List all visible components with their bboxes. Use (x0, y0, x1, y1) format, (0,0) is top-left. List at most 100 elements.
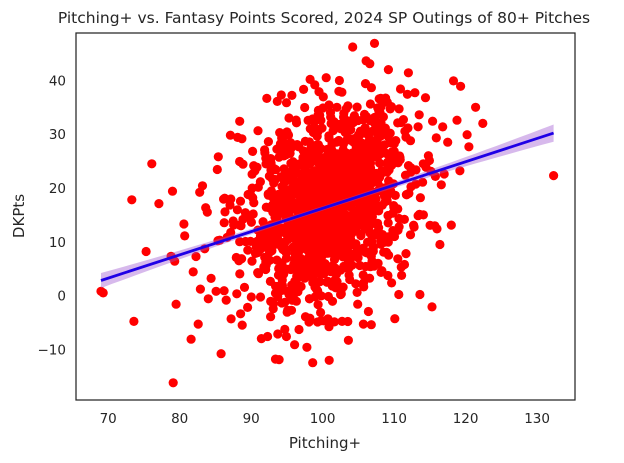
data-point (300, 102, 310, 113)
data-point (403, 68, 413, 78)
data-point (331, 137, 341, 147)
data-point (336, 289, 346, 299)
data-point (326, 194, 336, 204)
data-point (335, 119, 345, 129)
data-point (321, 73, 331, 83)
data-point (331, 235, 342, 245)
data-point (284, 113, 294, 123)
data-point (334, 179, 345, 189)
data-point (219, 286, 229, 296)
data-point (267, 233, 277, 244)
data-point (376, 239, 386, 249)
data-point (254, 237, 264, 247)
data-point (261, 202, 271, 212)
data-point (343, 176, 353, 186)
data-point (359, 282, 369, 292)
data-point (324, 100, 334, 110)
data-point (395, 84, 406, 94)
data-point (235, 269, 245, 279)
data-point (141, 246, 151, 257)
data-point (307, 174, 317, 184)
data-point (250, 166, 260, 176)
data-point (326, 112, 336, 122)
data-point (286, 184, 296, 194)
data-point (333, 228, 343, 238)
data-point (448, 76, 459, 86)
data-point (225, 130, 235, 140)
data-point (356, 216, 366, 226)
y-tick-labels: −10 0 10 20 30 40 (38, 73, 67, 358)
data-point (327, 261, 337, 271)
data-point (383, 237, 393, 247)
data-point (231, 252, 241, 263)
data-point (281, 331, 291, 342)
data-point (393, 118, 403, 128)
data-point (281, 98, 292, 108)
y-tick-label: 30 (49, 127, 66, 143)
data-point (325, 214, 336, 225)
data-point (255, 244, 265, 254)
data-point (351, 279, 361, 289)
x-tick-label: 120 (453, 411, 479, 427)
data-point (262, 93, 272, 103)
data-point (432, 224, 442, 234)
data-point (378, 112, 388, 122)
data-point (359, 179, 369, 189)
data-point (294, 169, 305, 179)
data-point (312, 157, 322, 167)
data-point (154, 199, 164, 209)
data-point (342, 166, 352, 176)
data-point (360, 79, 371, 89)
data-point (248, 146, 258, 156)
data-point (275, 128, 285, 138)
data-point (281, 149, 291, 160)
data-point (277, 280, 287, 290)
data-point (431, 133, 441, 143)
data-point (286, 138, 296, 148)
data-point (220, 193, 230, 203)
data-point (263, 331, 273, 342)
data-point (268, 304, 278, 314)
data-point (171, 299, 181, 309)
data-point (308, 358, 318, 368)
data-point (316, 291, 326, 301)
x-tick-labels: 70 80 90 100 110 120 130 (100, 411, 550, 427)
data-point (327, 296, 338, 306)
y-tick-label: 0 (57, 289, 66, 305)
data-point (436, 180, 446, 190)
data-point (393, 254, 403, 264)
data-point (247, 256, 257, 266)
y-axis-label: DKPts (10, 194, 28, 238)
data-point (308, 146, 318, 156)
data-point (367, 231, 377, 241)
data-point (344, 184, 354, 194)
data-point (402, 190, 412, 200)
data-point (311, 284, 322, 294)
data-point (317, 181, 327, 191)
data-point (387, 278, 397, 288)
data-point (362, 129, 372, 139)
data-point (212, 164, 222, 175)
data-point (344, 149, 354, 159)
data-point (382, 167, 392, 177)
data-point (265, 276, 275, 286)
data-point (443, 137, 453, 147)
y-tick-label: 40 (49, 73, 66, 89)
data-point (383, 218, 393, 228)
data-point (353, 299, 363, 309)
x-tick-label: 100 (310, 411, 336, 427)
data-point (286, 305, 297, 315)
data-point (326, 224, 336, 234)
data-point (369, 177, 379, 187)
data-point (478, 118, 488, 128)
data-point (332, 102, 342, 112)
data-point (315, 166, 325, 177)
data-point (337, 316, 347, 326)
data-point (430, 171, 440, 181)
data-point (353, 253, 363, 263)
data-point (235, 116, 245, 126)
data-point (366, 320, 376, 330)
data-point (266, 312, 276, 322)
data-point (188, 267, 198, 277)
data-point (168, 378, 178, 388)
